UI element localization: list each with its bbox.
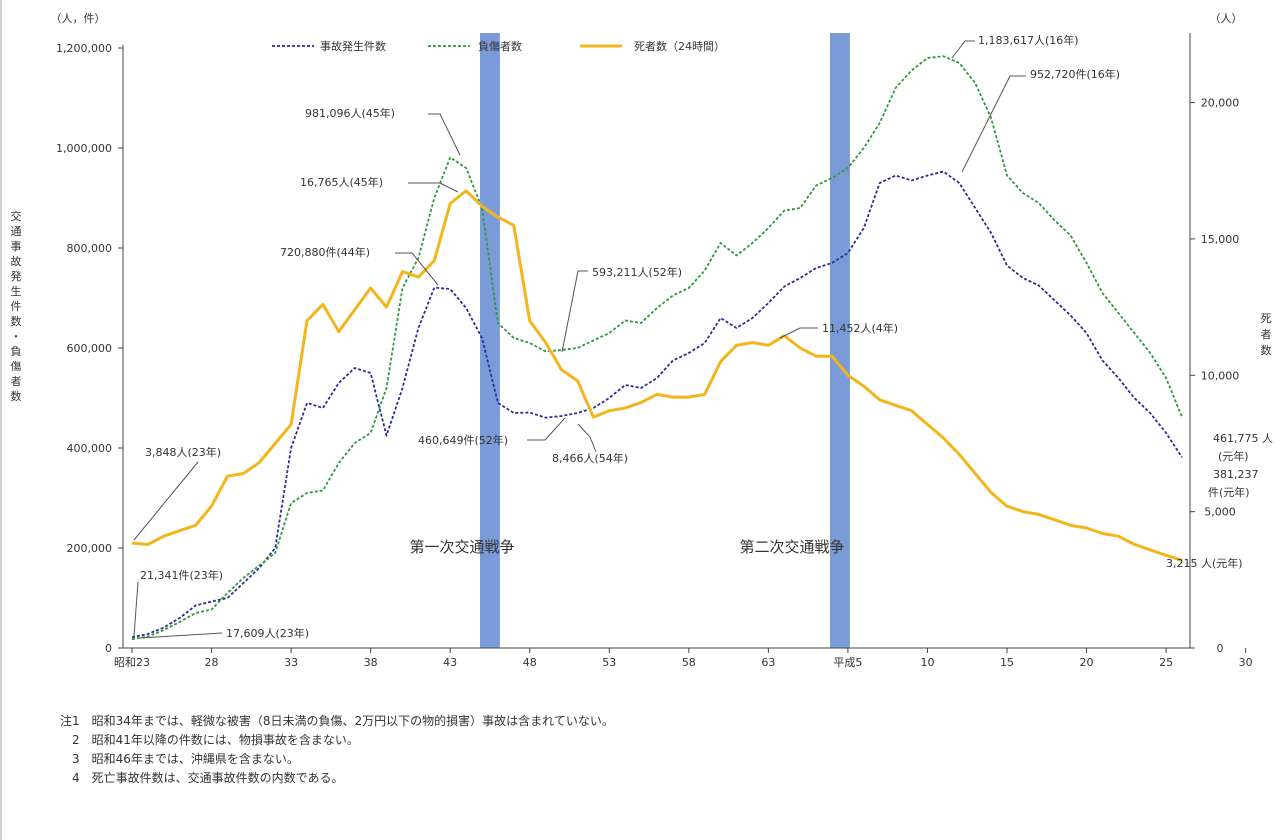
annotation-leader [408, 182, 459, 193]
left-axis-title-char: 発 [11, 269, 22, 283]
annotation-label: 8,466人(54年) [552, 451, 628, 465]
left-tick-label: 1,200,000 [56, 42, 112, 55]
traffic-accident-chart: 0 200,000 400,000 600,000 800,000 1,000,000 1,… [11, 12, 1273, 669]
annotation-label: 381,237 [1213, 468, 1259, 481]
annotation-leader [951, 40, 975, 59]
annotation-leader [961, 75, 1026, 173]
right-axis-title-char: 者 [1261, 328, 1272, 341]
left-tick-label: 0 [105, 642, 112, 655]
annotation-label: 3,215 人(元年) [1166, 556, 1243, 570]
right-tick-label: 0 [1217, 642, 1224, 655]
right-tick-label: 5,000 [1204, 506, 1236, 519]
annotation-label: 1,183,617人(16年) [978, 33, 1079, 47]
annotation-leader [133, 581, 139, 637]
annotation-leader [395, 252, 439, 286]
x-tick-label: 10 [920, 656, 934, 669]
annotation-leader [133, 461, 199, 541]
right-axis-title-char: 死 [1261, 312, 1272, 325]
x-tick-label: 20 [1080, 656, 1094, 669]
left-axis-title-char: 数 [11, 315, 22, 328]
annotation-leader [779, 327, 818, 339]
war-label-1: 第一次交通戦争 [409, 538, 514, 556]
annotation-label: 21,341件(23年) [140, 568, 223, 582]
left-axis-title-char: ・ [11, 330, 22, 343]
left-axis-title-char: 故 [11, 254, 22, 268]
x-tick-label: 25 [1159, 656, 1173, 669]
annotation-label: 952,720件(16年) [1030, 67, 1120, 81]
left-tick-label: 600,000 [67, 342, 113, 355]
annotation-label: (元年) [1218, 449, 1249, 463]
annotation-label: 3,848人(23年) [145, 445, 221, 459]
legend-label-injured: 負傷者数 [478, 39, 522, 53]
note-2: 2 昭和41年以降の件数には、物損事故を含まない。 [60, 733, 359, 747]
left-axis-title-char: 通 [11, 225, 22, 238]
x-tick-label: 15 [1000, 656, 1014, 669]
left-border [0, 0, 2, 840]
right-tick-label: 20,000 [1201, 97, 1240, 110]
annotation-leader [577, 423, 597, 453]
war-label-2: 第二次交通戦争 [739, 538, 844, 556]
annotation-label: 16,765人(45年) [300, 175, 383, 189]
right-axis-title: 死者数 [1261, 312, 1272, 357]
x-tick-label: 58 [682, 656, 696, 669]
legend-label-accidents: 事故発生件数 [320, 39, 386, 53]
x-tick-label: 38 [364, 656, 378, 669]
note-1: 注1 昭和34年までは、軽微な被害（8日未満の負傷、2万円以下の物的損害）事故は… [60, 714, 614, 728]
left-axis-title-char: 事 [11, 240, 22, 253]
left-axis-unit: （人，件） [51, 12, 106, 25]
x-tick-label: 48 [523, 656, 537, 669]
note-3: 3 昭和46年までは、沖縄県を含まない。 [60, 752, 299, 766]
annotation-leader [139, 632, 223, 639]
annotation-label: 件(元年) [1208, 485, 1250, 499]
left-tick-label: 400,000 [67, 442, 113, 455]
note-4: 4 死亡事故件数は、交通事故件数の内数である。 [60, 771, 344, 785]
x-tick-label: 63 [761, 656, 775, 669]
left-axis-title-char: 者 [11, 375, 22, 388]
annotation-label: 720,880件(44年) [280, 245, 370, 259]
left-axis-title-char: 傷 [11, 359, 22, 373]
annotation-leader [527, 417, 566, 441]
legend-label-deaths: 死者数（24時間） [634, 40, 725, 53]
chart-notes: 注1 昭和34年までは、軽微な被害（8日未満の負傷、2万円以下の物的損害）事故は… [60, 712, 614, 788]
left-tick-label: 800,000 [67, 242, 113, 255]
x-tick-label: 平成5 [833, 656, 862, 669]
war-band-1 [480, 33, 500, 648]
right-tick-label: 10,000 [1201, 369, 1240, 382]
annotation-leader [428, 113, 461, 156]
left-tick-label: 1,000,000 [56, 142, 112, 155]
right-tick-label: 15,000 [1201, 233, 1240, 246]
x-tick-label: 昭和23 [114, 656, 150, 669]
war-band-2 [830, 33, 850, 648]
left-axis-title-char: 負 [11, 345, 22, 358]
annotation-leader [561, 270, 588, 353]
right-axis-title-char: 数 [1261, 344, 1272, 357]
right-axis-unit: （人） [1210, 12, 1243, 25]
injured-line [131, 55, 1183, 641]
annotation-label: 460,649件(52年) [418, 433, 508, 447]
left-axis-title-char: 生 [11, 284, 22, 298]
left-tick-label: 200,000 [67, 542, 113, 555]
left-axis-title-char: 数 [11, 390, 22, 403]
x-tick-label: 43 [443, 656, 457, 669]
x-tick-label: 53 [602, 656, 616, 669]
left-axis-title-char: 件 [11, 300, 22, 313]
annotation-label: 17,609人(23年) [226, 626, 309, 640]
annotation-label: 593,211人(52年) [592, 265, 682, 279]
deaths-line [131, 189, 1183, 562]
left-axis-title-char: 交 [11, 209, 22, 223]
x-tick-label: 28 [205, 656, 219, 669]
x-tick-label: 33 [284, 656, 298, 669]
annotation-label: 461,775 人 [1213, 432, 1273, 445]
x-tick-label: 30 [1239, 656, 1253, 669]
accidents-line [131, 170, 1183, 639]
annotation-label: 11,452人(4年) [822, 321, 898, 335]
annotation-label: 981,096人(45年) [305, 106, 395, 120]
